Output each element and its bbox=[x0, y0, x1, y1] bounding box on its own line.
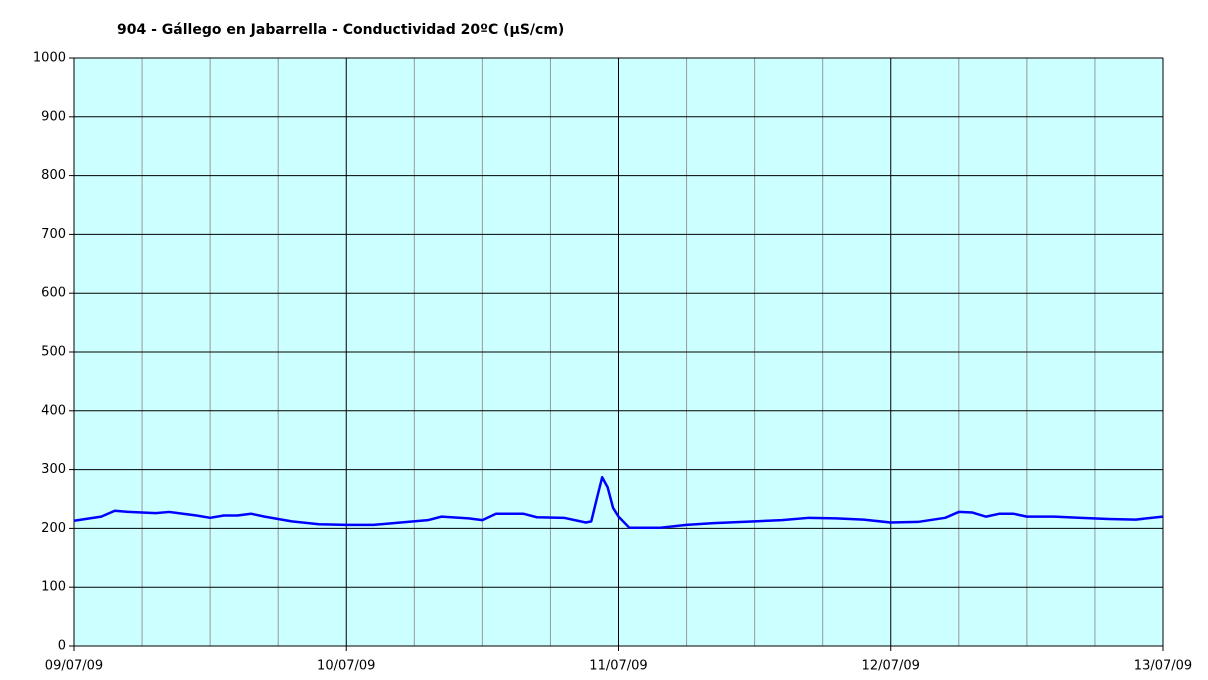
y-tick-label: 500 bbox=[41, 345, 66, 360]
y-tick-label: 600 bbox=[41, 286, 66, 301]
y-tick-label: 300 bbox=[41, 462, 66, 477]
y-tick-label: 800 bbox=[41, 168, 66, 183]
x-tick-label: 10/07/09 bbox=[317, 659, 375, 674]
chart-title: 904 - Gállego en Jabarrella - Conductivi… bbox=[117, 22, 564, 38]
y-tick-label: 900 bbox=[41, 109, 66, 124]
data-line bbox=[73, 475, 1164, 530]
x-tick-label: 09/07/09 bbox=[45, 659, 103, 674]
x-tick-label: 12/07/09 bbox=[862, 659, 920, 674]
y-tick-label: 200 bbox=[41, 521, 66, 536]
y-tick-label: 400 bbox=[41, 403, 66, 418]
y-tick-label: 0 bbox=[58, 639, 66, 654]
y-tick-label: 700 bbox=[41, 227, 66, 242]
x-tick-label: 13/07/09 bbox=[1134, 659, 1192, 674]
x-tick-label: 11/07/09 bbox=[589, 659, 647, 674]
y-tick-label: 1000 bbox=[33, 51, 66, 66]
y-tick-label: 100 bbox=[41, 580, 66, 595]
